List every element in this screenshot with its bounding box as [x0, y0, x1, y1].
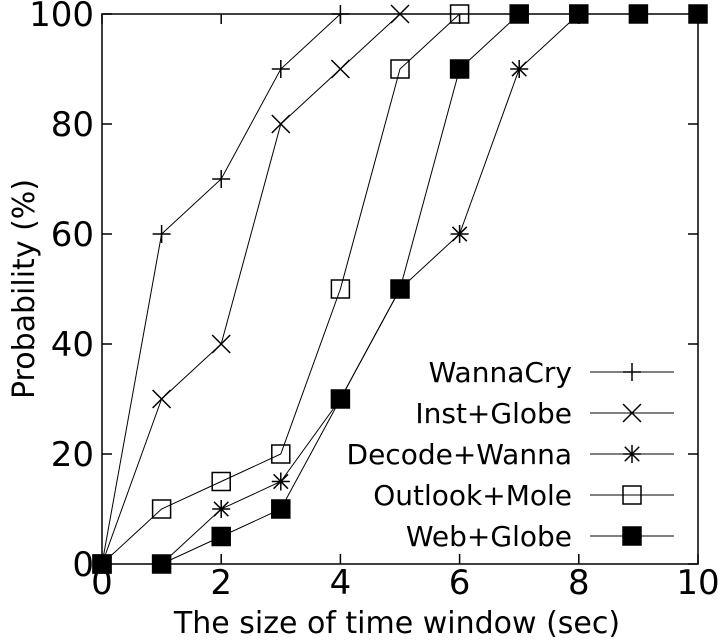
data-point: [509, 4, 529, 24]
data-point: [92, 554, 112, 574]
data-point: [151, 554, 172, 574]
legend-entry-1: Inst+Globe: [415, 397, 674, 430]
x-axis-label: The size of time window (sec): [173, 606, 620, 641]
data-point: [271, 114, 291, 134]
legend-entry-0: WannaCry: [429, 356, 674, 389]
data-point: [211, 334, 231, 354]
legend-marker: [623, 363, 641, 381]
data-point: [271, 60, 290, 78]
data-point: [151, 499, 172, 519]
legend-entry-2: Decode+Wanna: [347, 438, 674, 471]
y-tick-label: 80: [51, 105, 94, 145]
data-point: [330, 279, 351, 299]
series-0: [93, 5, 350, 573]
data-point: [688, 4, 708, 24]
data-point: [212, 170, 231, 188]
series-4: [92, 4, 708, 574]
legend-entry-3: Outlook+Mole: [373, 479, 674, 512]
data-point: [211, 471, 231, 492]
y-tick-label: 0: [72, 545, 94, 585]
x-tick-label: 10: [676, 563, 719, 603]
legend-entry-4: Web+Globe: [406, 520, 674, 553]
data-point: [449, 4, 470, 24]
legend-label: Outlook+Mole: [373, 479, 572, 512]
y-tick-label: 60: [51, 215, 94, 255]
legend-label: Inst+Globe: [415, 397, 572, 430]
data-point: [152, 389, 172, 409]
series-line: [101, 13, 401, 565]
data-point: [271, 444, 291, 464]
x-tick-label: 2: [210, 563, 232, 603]
x-tick-label: 6: [449, 563, 471, 603]
series-1: [92, 4, 410, 574]
legend-label: Web+Globe: [406, 520, 572, 553]
y-tick-label: 20: [51, 435, 94, 475]
legend-marker: [622, 403, 642, 423]
y-axis-label: Probability (%): [7, 179, 42, 399]
y-tick-label: 100: [29, 0, 94, 35]
series-layer: [92, 4, 708, 574]
data-point: [390, 59, 410, 79]
data-point: [390, 4, 410, 24]
data-point: [212, 500, 231, 518]
legend-marker: [623, 445, 641, 463]
data-point: [330, 59, 350, 79]
x-tick-label: 8: [568, 563, 590, 603]
data-point: [211, 526, 231, 547]
legend: WannaCry Inst+Globe Decode+Wanna Outlook+Mo…: [347, 356, 674, 553]
legend-label: Decode+Wanna: [347, 438, 572, 471]
data-point: [569, 4, 589, 24]
data-point: [271, 499, 291, 519]
y-tick-label: 40: [51, 325, 94, 365]
data-point: [330, 389, 351, 409]
legend-label: WannaCry: [429, 356, 572, 389]
data-point: [390, 279, 410, 299]
data-point: [271, 472, 290, 491]
legend-marker: [622, 485, 642, 505]
data-point: [510, 60, 529, 78]
series-line: [101, 13, 460, 565]
data-point: [450, 225, 469, 243]
legend-marker: [622, 526, 642, 546]
data-point: [628, 4, 649, 24]
x-tick-label: 4: [330, 563, 352, 603]
data-point: [449, 59, 470, 79]
data-point: [152, 225, 171, 243]
data-point: [331, 5, 350, 23]
